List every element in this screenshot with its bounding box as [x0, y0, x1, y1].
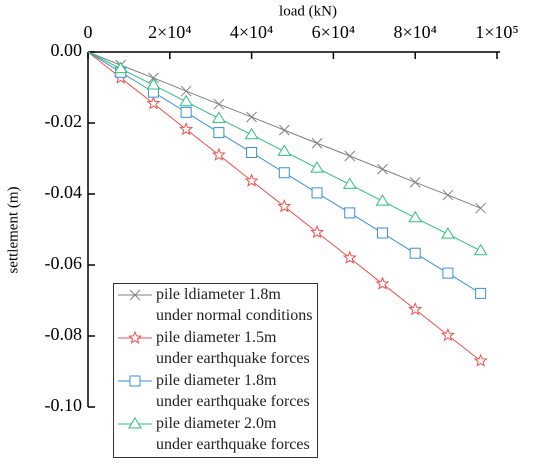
marker: [377, 163, 388, 175]
marker: [129, 375, 141, 387]
marker: [375, 194, 390, 206]
legend: pile ldiameter 1.8m under normal conditi…: [113, 283, 318, 458]
marker: [179, 122, 194, 136]
legend-swatch: [118, 289, 152, 301]
y-tick-label: -0.06: [45, 253, 83, 273]
marker: [344, 150, 356, 162]
marker: [148, 72, 159, 84]
marker: [409, 247, 421, 259]
marker: [408, 302, 423, 316]
marker: [375, 276, 390, 290]
marker: [213, 98, 225, 110]
legend-entry: pile diameter 2.0m under earthquake forc…: [114, 413, 317, 456]
marker: [473, 353, 488, 367]
legend-swatch: [118, 417, 152, 429]
y-tick-label: -0.02: [45, 111, 83, 131]
marker: [244, 127, 259, 140]
legend-label: pile diameter 2.0m under earthquake forc…: [156, 415, 310, 453]
legend-label: pile diameter 1.5m under earthquake forc…: [156, 329, 310, 367]
x-tick-label: 4×10⁴: [230, 22, 273, 42]
marker: [475, 202, 486, 214]
x-tick-label: 2×10⁴: [148, 22, 191, 42]
marker: [127, 330, 143, 344]
marker: [441, 227, 455, 239]
legend-entry: pile diameter 1.5m under earthquake forc…: [114, 327, 317, 370]
marker: [278, 124, 290, 136]
legend-swatch: [118, 330, 152, 344]
marker: [409, 176, 421, 188]
marker: [442, 267, 454, 279]
marker: [146, 96, 161, 110]
marker: [310, 224, 325, 239]
marker: [408, 210, 423, 223]
marker: [342, 250, 357, 264]
marker: [180, 106, 192, 118]
marker: [342, 177, 357, 189]
y-axis-label: settlement (m): [5, 186, 21, 273]
marker: [213, 127, 225, 139]
x-tick-label: 6×10⁴: [312, 22, 355, 42]
marker: [179, 94, 194, 107]
x-tick-label: 1×10⁵: [475, 22, 518, 42]
legend-swatch: [118, 375, 152, 387]
marker: [442, 189, 454, 201]
marker: [475, 287, 487, 299]
legend-label: pile diameter 1.8m under earthquake forc…: [156, 372, 310, 410]
marker: [277, 199, 292, 213]
marker: [246, 111, 257, 123]
legend-label: pile ldiameter 1.8m under normal conditi…: [156, 286, 313, 324]
y-tick-label: -0.08: [45, 324, 83, 344]
x-tick-label: 8×10⁴: [393, 22, 436, 42]
legend-entry: pile ldiameter 1.8m under normal conditi…: [114, 284, 317, 327]
marker: [129, 289, 141, 301]
y-tick-label: 0.00: [51, 40, 83, 60]
marker: [244, 173, 259, 187]
x-tick-label: 0: [84, 22, 93, 42]
y-tick-label: -0.04: [45, 182, 83, 202]
marker: [344, 207, 356, 219]
marker: [211, 147, 226, 161]
marker: [311, 187, 323, 199]
marker: [211, 111, 226, 123]
marker: [376, 227, 388, 239]
x-axis-label: load (kN): [279, 3, 337, 19]
marker: [473, 243, 488, 256]
marker: [146, 78, 161, 90]
marker: [277, 144, 292, 156]
y-tick-label: -0.10: [45, 395, 83, 415]
marker: [310, 161, 324, 173]
marker: [113, 61, 128, 74]
marker: [128, 417, 142, 429]
legend-entry: pile diameter 1.8m under earthquake forc…: [114, 370, 317, 413]
marker: [311, 137, 323, 149]
marker: [278, 167, 290, 179]
marker: [180, 85, 192, 97]
marker: [246, 146, 258, 158]
marker: [440, 327, 455, 342]
